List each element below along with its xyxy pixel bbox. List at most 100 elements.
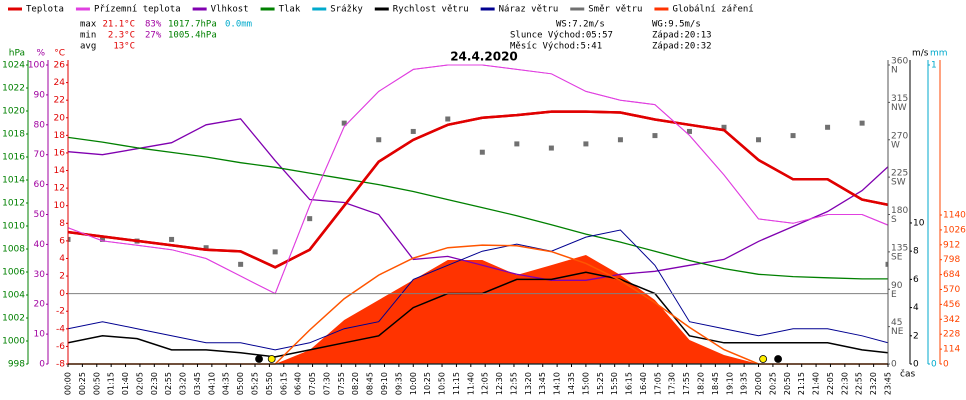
radiation-area bbox=[68, 255, 888, 364]
x-tick-label: 03:20 bbox=[179, 372, 188, 395]
y-tick-name: NE bbox=[891, 327, 904, 337]
x-tick-label: 02:55 bbox=[164, 372, 173, 395]
x-tick-label: 01:15 bbox=[107, 372, 116, 395]
y-tick-label: 798 bbox=[943, 255, 960, 265]
y-tick-label: 8 bbox=[913, 247, 919, 257]
x-tick-label: 02:30 bbox=[150, 372, 159, 395]
y-tick-label: 1020 bbox=[2, 107, 25, 117]
legend-label: Směr větru bbox=[588, 5, 642, 15]
y-tick-label: 10 bbox=[913, 218, 925, 228]
series-line bbox=[68, 229, 888, 351]
y-tick-label: 225 bbox=[891, 169, 908, 179]
y-tick-name: SW bbox=[891, 178, 906, 188]
legend-label: Náraz větru bbox=[499, 5, 559, 15]
x-tick-label: 00:50 bbox=[92, 372, 101, 395]
x-tick-label: 16:40 bbox=[639, 372, 648, 395]
y-tick-label: 12 bbox=[54, 184, 65, 194]
y-tick-label: 1012 bbox=[2, 199, 25, 209]
x-tick-label: 11:15 bbox=[452, 372, 461, 395]
legend-label: Rychlost větru bbox=[393, 5, 469, 15]
direction-point bbox=[307, 216, 313, 222]
x-tick-label: 07:05 bbox=[308, 372, 317, 395]
y-tick-label: 10 bbox=[34, 330, 46, 340]
x-tick-label: 22:30 bbox=[840, 372, 849, 395]
stat-label: avg bbox=[80, 42, 96, 52]
direction-point bbox=[100, 236, 106, 242]
direction-point bbox=[583, 141, 589, 147]
stat-temp: 13°C bbox=[113, 42, 135, 52]
x-tick-label: 03:45 bbox=[193, 372, 202, 395]
direction-point bbox=[825, 124, 831, 130]
y-tick-label: 22 bbox=[54, 96, 65, 106]
x-tick-label: 14:35 bbox=[567, 372, 576, 395]
info-text: WG:9.5m/s bbox=[652, 20, 701, 30]
chart-title: 24.4.2020 bbox=[450, 50, 518, 64]
y-tick-label: 40 bbox=[34, 240, 46, 250]
direction-point bbox=[479, 149, 485, 155]
y-tick-label: 0 bbox=[59, 289, 65, 299]
y-tick-name: NW bbox=[891, 103, 907, 113]
x-tick-label: 15:25 bbox=[596, 372, 605, 395]
x-tick-label: 08:45 bbox=[366, 372, 375, 395]
y-tick-label: 684 bbox=[943, 270, 960, 280]
y-tick-label: 0 bbox=[931, 360, 937, 370]
x-tick-label: 05:00 bbox=[236, 372, 245, 395]
y-tick-label: 10 bbox=[54, 201, 66, 211]
sun-moon-marker bbox=[267, 355, 276, 363]
direction-point bbox=[756, 137, 762, 143]
x-tick-label: 17:55 bbox=[682, 372, 691, 395]
info-text: WS:7.2m/s bbox=[556, 20, 605, 30]
x-tick-label: 18:45 bbox=[711, 372, 720, 395]
direction-point bbox=[617, 137, 623, 143]
x-tick-label: 12:55 bbox=[509, 372, 518, 395]
x-tick-label: 22:55 bbox=[855, 372, 864, 395]
stat-label: min bbox=[80, 31, 96, 41]
x-tick-label: 15:50 bbox=[610, 372, 619, 395]
y-tick-label: 14 bbox=[54, 166, 66, 176]
direction-point bbox=[410, 128, 416, 134]
y-tick-label: 1004 bbox=[2, 291, 25, 301]
series-line bbox=[68, 64, 888, 295]
y-tick-label: 6 bbox=[913, 275, 919, 285]
direction-point bbox=[238, 261, 244, 267]
y-tick-label: 20 bbox=[54, 113, 66, 123]
x-tick-label: 05:25 bbox=[251, 372, 260, 395]
x-tick-label: 16:15 bbox=[625, 372, 634, 395]
y-tick-name: SE bbox=[891, 252, 903, 262]
y-tick-name: S bbox=[891, 215, 897, 225]
y-tick-label: 1010 bbox=[2, 222, 25, 232]
sun-moon-marker bbox=[255, 355, 263, 363]
y-tick-label: 18 bbox=[54, 131, 66, 141]
x-tick-label: 10:50 bbox=[438, 372, 447, 395]
direction-point bbox=[885, 261, 888, 267]
y-tick-label: 24 bbox=[54, 78, 66, 88]
stat-label: max bbox=[80, 20, 97, 30]
y-tick-label: -4 bbox=[56, 324, 65, 334]
x-tick-label: 09:10 bbox=[380, 372, 389, 395]
direction-point bbox=[721, 124, 727, 130]
y-tick-label: 26 bbox=[54, 61, 66, 71]
y-tick-label: 315 bbox=[891, 94, 908, 104]
x-tick-label: 23:20 bbox=[869, 372, 878, 395]
x-tick-label: 10:00 bbox=[409, 372, 418, 395]
legend-label: Globální záření bbox=[672, 5, 753, 15]
x-tick-label: 20:00 bbox=[754, 372, 763, 395]
y-tick-label: 270 bbox=[891, 131, 908, 141]
x-tick-label: 18:20 bbox=[696, 372, 705, 395]
info-text: Západ:20:13 bbox=[652, 31, 712, 41]
sun-moon-marker bbox=[774, 355, 782, 363]
y-tick-label: 1002 bbox=[2, 314, 25, 324]
y-tick-label: 180 bbox=[891, 206, 908, 216]
y-tick-label: 90 bbox=[34, 90, 46, 100]
legend-label: Tlak bbox=[279, 5, 301, 15]
direction-point bbox=[859, 120, 865, 126]
y-tick-label: 100 bbox=[28, 61, 45, 71]
y-tick-label: 1 bbox=[931, 61, 937, 71]
stat-pres: 1005.4hPa bbox=[168, 31, 217, 41]
y-tick-label: 1006 bbox=[2, 268, 25, 278]
sun-moon-marker bbox=[759, 355, 768, 363]
y-tick-label: 456 bbox=[943, 300, 960, 310]
x-tick-label: 07:30 bbox=[322, 372, 331, 395]
